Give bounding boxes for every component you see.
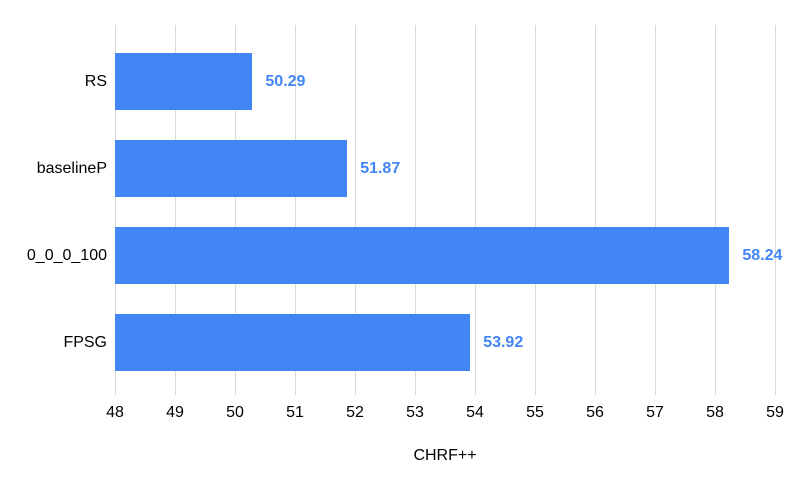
x-tick-label: 52 [346,404,364,421]
gridline [655,25,656,395]
gridline [475,25,476,395]
x-tick-label: 58 [706,404,724,421]
x-tick-label: 49 [166,404,184,421]
category-label: RS [84,72,107,90]
gridline [355,25,356,395]
x-tick-label: 51 [286,404,304,421]
gridline [715,25,716,395]
bar-value-label: 50.29 [265,72,306,90]
category-label: baselineP [36,159,107,177]
gridline [295,25,296,395]
gridline [115,25,116,395]
bar [115,227,730,284]
x-tick-label: 55 [526,404,544,421]
bar [115,314,471,371]
x-tick-label: 59 [766,404,784,421]
bar-value-label: 51.87 [360,159,401,177]
x-tick-label: 57 [646,404,664,421]
x-tick-label: 54 [466,404,484,421]
gridline [535,25,536,395]
gridline [235,25,236,395]
bar [115,140,348,197]
bar [115,53,253,110]
x-tick-label: 56 [586,404,604,421]
category-label: 0_0_0_100 [26,246,107,264]
bar-value-label: 58.24 [742,246,783,264]
x-tick-label: 53 [406,404,424,421]
x-tick-label: 48 [106,404,124,421]
gridline [595,25,596,395]
bar-value-label: 53.92 [483,333,524,351]
gridline [415,25,416,395]
x-axis-title: CHRF++ [413,447,477,464]
gridline [175,25,176,395]
x-tick-label: 50 [226,404,244,421]
gridline [775,25,776,395]
category-label: FPSG [63,333,107,351]
